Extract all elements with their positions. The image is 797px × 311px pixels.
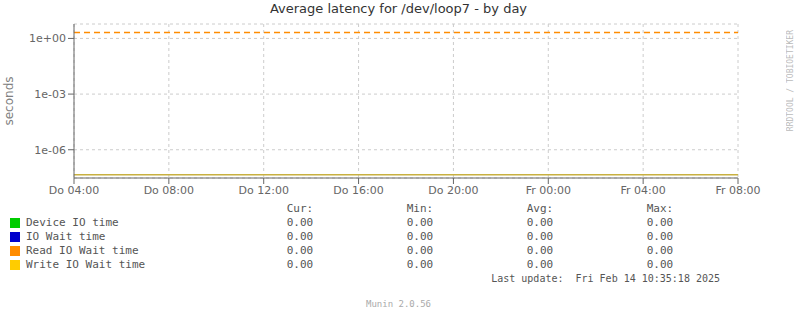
html-text:IO Wait time: IO Wait time: [26, 230, 106, 243]
html-text:0.00: 0.00: [646, 244, 674, 257]
html-text:Last update: Fri Feb 14 10:35:: Last update: Fri Feb 14 10:35:18 2025: [491, 273, 720, 284]
html-text:0.00: 0.00: [646, 230, 674, 243]
svg-text:seconds: seconds: [2, 76, 16, 125]
html-text:Average latency for /dev/loop7: Average latency for /dev/loop7 - by day: [269, 1, 527, 16]
html-text:RRDTOOL / TOBIOETIKER: RRDTOOL / TOBIOETIKER: [786, 30, 795, 132]
svg-text:Do 16:00: Do 16:00: [333, 184, 383, 197]
html-text:0.00: 0.00: [526, 244, 554, 257]
html-text:0.00: 0.00: [526, 230, 554, 243]
html-text:Max:: Max:: [646, 202, 674, 215]
svg-text:1e-06: 1e-06: [34, 144, 66, 157]
html-text:0.00: 0.00: [646, 258, 674, 271]
html-text:0.00: 0.00: [526, 216, 554, 229]
html-text:0.00: 0.00: [406, 216, 434, 229]
html-text:0.00: 0.00: [286, 258, 314, 271]
html-text:0.00: 0.00: [526, 258, 554, 271]
svg-text:Do 04:00: Do 04:00: [49, 184, 99, 197]
svg-text:Fr 08:00: Fr 08:00: [715, 184, 760, 197]
svg-text:1e-03: 1e-03: [34, 88, 66, 101]
html-text:0.00: 0.00: [286, 244, 314, 257]
html-text:Munin 2.0.56: Munin 2.0.56: [366, 299, 431, 309]
html-text:Read IO Wait time: Read IO Wait time: [26, 244, 139, 257]
html-text:0.00: 0.00: [646, 216, 674, 229]
svg-text:1e+00: 1e+00: [29, 32, 66, 45]
svg-text:Do 08:00: Do 08:00: [144, 184, 194, 197]
html-text:Write IO Wait time: Write IO Wait time: [26, 258, 146, 271]
html-text:Device IO time: Device IO time: [26, 216, 119, 229]
svg-text:Do 20:00: Do 20:00: [428, 184, 478, 197]
html-text:0.00: 0.00: [286, 230, 314, 243]
svg-text:Do 12:00: Do 12:00: [239, 184, 289, 197]
html-text:0.00: 0.00: [406, 244, 434, 257]
svg-text:Fr 00:00: Fr 00:00: [526, 184, 571, 197]
html-text:0.00: 0.00: [406, 230, 434, 243]
svg-text:Fr 04:00: Fr 04:00: [621, 184, 666, 197]
html-text:Avg:: Avg:: [526, 202, 554, 215]
html-text:Cur:: Cur:: [286, 202, 314, 215]
html-text:0.00: 0.00: [406, 258, 434, 271]
html-text:0.00: 0.00: [286, 216, 314, 229]
html-text:Min:: Min:: [406, 202, 434, 215]
